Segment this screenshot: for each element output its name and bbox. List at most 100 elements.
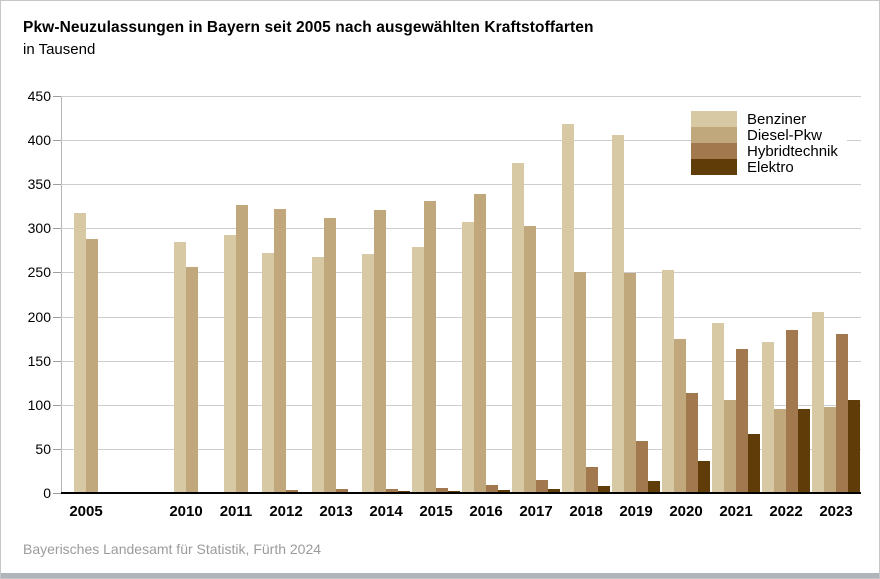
x-tick-label-2015: 2015 xyxy=(419,503,453,520)
bar-benziner-2020 xyxy=(662,270,674,493)
gridline-400 xyxy=(61,140,861,142)
bar-hybridtechnik-2012 xyxy=(286,490,298,493)
bar-benziner-2005 xyxy=(74,213,86,493)
bar-diesel-pkw-2005 xyxy=(86,239,98,493)
bar-elektro-2016 xyxy=(498,490,510,493)
source-attribution: Bayerisches Landesamt für Statistik, Für… xyxy=(23,541,322,557)
bar-elektro-2022 xyxy=(798,409,810,493)
bar-diesel-pkw-2023 xyxy=(824,407,836,493)
bar-benziner-2018 xyxy=(562,124,574,493)
bar-hybridtechnik-2023 xyxy=(836,334,848,493)
x-tick-label-2019: 2019 xyxy=(619,503,653,520)
bar-hybridtechnik-2014 xyxy=(386,489,398,493)
legend-label: Elektro xyxy=(737,158,794,176)
bar-diesel-pkw-2022 xyxy=(774,409,786,493)
y-tick-250 xyxy=(53,272,61,274)
bar-diesel-pkw-2018 xyxy=(574,272,586,493)
x-tick-label-2021: 2021 xyxy=(719,503,753,520)
y-tick-150 xyxy=(53,360,61,362)
legend-label: Hybridtechnik xyxy=(737,142,838,160)
y-tick-50 xyxy=(53,448,61,450)
bar-diesel-pkw-2020 xyxy=(674,339,686,493)
legend-row-elektro: Elektro xyxy=(691,158,847,176)
y-tick-label-450: 450 xyxy=(27,88,51,104)
bar-diesel-pkw-2013 xyxy=(324,218,336,493)
legend-swatch-icon xyxy=(691,143,737,159)
bar-hybridtechnik-2020 xyxy=(686,393,698,493)
y-tick-100 xyxy=(53,404,61,406)
bar-benziner-2017 xyxy=(512,163,524,493)
bar-elektro-2020 xyxy=(698,461,710,493)
bar-benziner-2016 xyxy=(462,222,474,493)
chart-subtitle: in Tausend xyxy=(23,41,96,58)
bar-benziner-2013 xyxy=(312,257,324,493)
y-tick-label-50: 50 xyxy=(35,440,51,457)
y-axis-line xyxy=(61,96,62,493)
y-tick-label-300: 300 xyxy=(27,220,51,237)
gridline-100 xyxy=(61,404,861,406)
legend-row-benziner: Benziner xyxy=(691,110,847,128)
x-tick-label-2014: 2014 xyxy=(369,503,403,520)
y-tick-label-400: 400 xyxy=(27,132,51,149)
y-tick-label-0: 0 xyxy=(43,485,51,501)
x-tick-label-2017: 2017 xyxy=(519,503,553,520)
bar-hybridtechnik-2019 xyxy=(636,441,648,493)
gridline-200 xyxy=(61,316,861,318)
x-tick-label-2018: 2018 xyxy=(569,503,603,520)
y-tick-200 xyxy=(53,316,61,318)
y-tick-450 xyxy=(53,96,61,97)
x-tick-label-2005: 2005 xyxy=(69,503,103,520)
bar-elektro-2021 xyxy=(748,434,760,493)
bar-chart-area: 0 50 100 150 200 250 300 350 400 450 2005 2010 2011 2… xyxy=(1,1,879,531)
gridline-250 xyxy=(61,272,861,274)
bar-diesel-pkw-2014 xyxy=(374,210,386,493)
legend-swatch-icon xyxy=(691,127,737,143)
bar-elektro-2019 xyxy=(648,481,660,493)
x-tick-label-2016: 2016 xyxy=(469,503,503,520)
bar-benziner-2011 xyxy=(224,235,236,493)
bar-hybridtechnik-2013 xyxy=(336,489,348,493)
legend-row-hybridtechnik: Hybridtechnik xyxy=(691,142,847,160)
bar-benziner-2021 xyxy=(712,323,724,493)
bar-diesel-pkw-2017 xyxy=(524,226,536,493)
legend-swatch-icon xyxy=(691,159,737,175)
bar-benziner-2022 xyxy=(762,342,774,493)
legend-row-diesel-pkw: Diesel-Pkw xyxy=(691,126,847,144)
bar-diesel-pkw-2012 xyxy=(274,209,286,493)
bar-benziner-2014 xyxy=(362,254,374,493)
bar-elektro-2023 xyxy=(848,400,860,493)
x-tick-label-2013: 2013 xyxy=(319,503,353,520)
gridline-300 xyxy=(61,228,861,230)
bar-benziner-2019 xyxy=(612,135,624,493)
x-tick-label-2012: 2012 xyxy=(269,503,303,520)
y-tick-label-200: 200 xyxy=(27,308,51,325)
chart-legend: Benziner Diesel-Pkw Hybridtechnik Elektro xyxy=(691,110,847,176)
bar-elektro-2017 xyxy=(548,489,560,493)
bar-benziner-2015 xyxy=(412,247,424,493)
bar-hybridtechnik-2015 xyxy=(436,488,448,493)
bar-diesel-pkw-2021 xyxy=(724,400,736,493)
bar-benziner-2023 xyxy=(812,312,824,493)
y-tick-400 xyxy=(53,140,61,142)
y-tick-label-150: 150 xyxy=(27,352,51,369)
gridline-150 xyxy=(61,360,861,362)
gridline-350 xyxy=(61,184,861,186)
x-tick-label-2020: 2020 xyxy=(669,503,703,520)
x-tick-label-2011: 2011 xyxy=(219,503,253,520)
y-tick-label-350: 350 xyxy=(27,176,51,193)
y-tick-label-250: 250 xyxy=(27,264,51,281)
chart-title: Pkw-Neuzulassungen in Bayern seit 2005 n… xyxy=(23,19,594,36)
bar-diesel-pkw-2019 xyxy=(624,273,636,493)
gridline-450 xyxy=(61,96,861,97)
bar-diesel-pkw-2015 xyxy=(424,201,436,493)
gridline-50 xyxy=(61,448,861,450)
bar-hybridtechnik-2016 xyxy=(486,485,498,493)
bar-diesel-pkw-2011 xyxy=(236,205,248,493)
bar-hybridtechnik-2017 xyxy=(536,480,548,493)
bar-benziner-2012 xyxy=(262,253,274,493)
bottom-accent-bar xyxy=(1,573,879,578)
y-tick-300 xyxy=(53,228,61,230)
bar-hybridtechnik-2021 xyxy=(736,349,748,493)
y-tick-0 xyxy=(53,493,61,494)
